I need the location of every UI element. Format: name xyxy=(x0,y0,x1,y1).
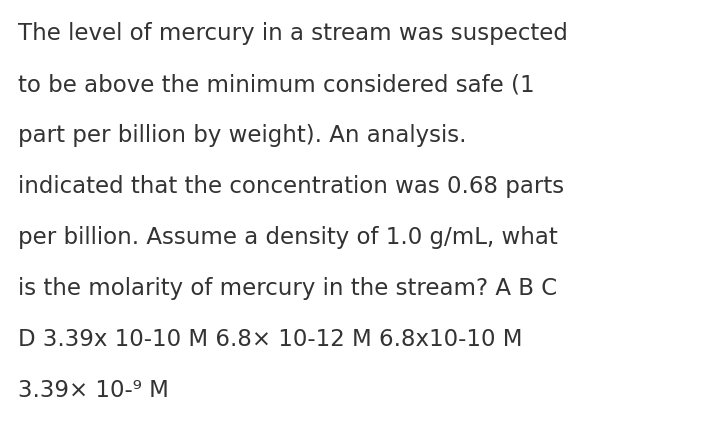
Text: 3.39× 10-⁹ M: 3.39× 10-⁹ M xyxy=(18,379,169,402)
Text: to be above the minimum considered safe (1: to be above the minimum considered safe … xyxy=(18,73,534,96)
Text: D 3.39x 10-10 M 6.8× 10-12 M 6.8x10-10 M: D 3.39x 10-10 M 6.8× 10-12 M 6.8x10-10 M xyxy=(18,328,522,351)
Text: is the molarity of mercury in the stream? A B C: is the molarity of mercury in the stream… xyxy=(18,277,557,300)
Text: indicated that the concentration was 0.68 parts: indicated that the concentration was 0.6… xyxy=(18,175,564,198)
Text: part per billion by weight). An analysis.: part per billion by weight). An analysis… xyxy=(18,124,467,147)
Text: The level of mercury in a stream was suspected: The level of mercury in a stream was sus… xyxy=(18,22,568,45)
Text: per billion. Assume a density of 1.0 g/mL, what: per billion. Assume a density of 1.0 g/m… xyxy=(18,226,558,249)
